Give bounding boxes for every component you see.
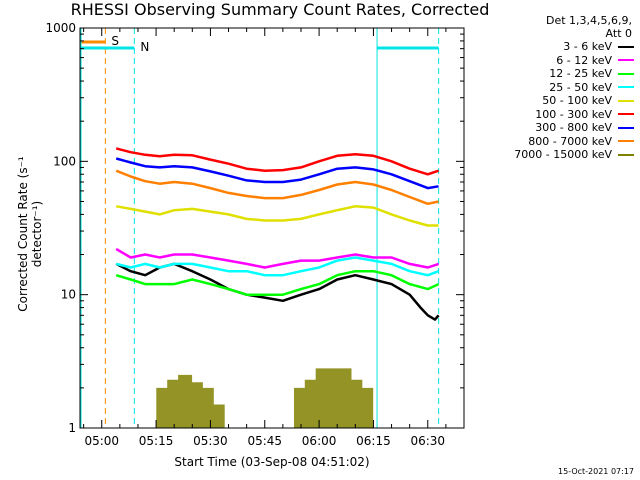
legend-entry-label: 7000 - 15000 keV	[514, 148, 612, 162]
series-line	[115, 256, 440, 277]
y-tick-label: 1000	[45, 21, 76, 35]
night-label: N	[140, 40, 149, 54]
legend-swatch	[618, 72, 634, 75]
x-axis-label: Start Time (03-Sep-08 04:51:02)	[174, 455, 370, 469]
legend-swatch	[618, 153, 634, 156]
x-tick-label: 05:00	[84, 434, 119, 448]
legend-entry: 50 - 100 keV	[478, 94, 638, 108]
legend-entry-label: 300 - 800 keV	[535, 121, 612, 135]
y-tick-label: 100	[53, 154, 76, 168]
series-line	[115, 269, 440, 296]
legend-header: Det 1,3,4,5,6,9, Att 0	[490, 14, 632, 40]
series-line	[115, 205, 439, 227]
axes: 1 10 100 1000 05:00 05:15 05:30 05:45 06:00 06:15…	[45, 21, 465, 448]
chart-title: RHESSI Observing Summary Count Rates, Co…	[70, 0, 490, 19]
series-line	[115, 169, 439, 206]
legend-entry: 7000 - 15000 keV	[478, 148, 638, 162]
x-tick-label: 05:45	[247, 434, 282, 448]
legend-entry-label: 25 - 50 keV	[549, 80, 612, 94]
y-tick-label: 1	[68, 421, 76, 435]
y-tick-label: 10	[61, 288, 76, 302]
legend-entry: 12 - 25 keV	[478, 67, 638, 81]
plot-frame	[79, 27, 465, 429]
legend-swatch	[618, 140, 634, 143]
legend-swatch	[618, 126, 634, 129]
legend-entry: 100 - 300 keV	[478, 108, 638, 122]
series-line	[115, 147, 439, 176]
series-line	[115, 157, 439, 190]
legend-swatch	[618, 113, 634, 116]
series-layer	[115, 147, 440, 428]
legend-swatch	[618, 99, 634, 102]
legend: 3 - 6 keV 6 - 12 keV 12 - 25 keV 25 - 50 ke…	[478, 40, 638, 162]
legend-entry-label: 100 - 300 keV	[535, 107, 612, 121]
legend-entry-label: 3 - 6 keV	[563, 40, 612, 54]
x-tick-label: 06:15	[356, 434, 391, 448]
legend-swatch	[618, 86, 634, 89]
legend-entry: 6 - 12 keV	[478, 54, 638, 68]
legend-entry-label: 800 - 7000 keV	[528, 134, 612, 148]
saa-label: S	[111, 34, 119, 48]
legend-entry: 3 - 6 keV	[478, 40, 638, 54]
footer-date: 15-Oct-2021 07:17	[558, 467, 634, 476]
legend-swatch	[618, 59, 634, 62]
legend-entry-label: 6 - 12 keV	[556, 53, 612, 67]
series-line	[156, 368, 374, 428]
x-tick-label: 05:30	[193, 434, 228, 448]
legend-entry: 300 - 800 keV	[478, 121, 638, 135]
legend-entry: 800 - 7000 keV	[478, 135, 638, 149]
x-tick-label: 06:00	[302, 434, 337, 448]
x-tick-label: 05:15	[139, 434, 174, 448]
y-axis-label: Corrected Count Rate (s⁻¹ detector⁻¹)	[16, 156, 44, 312]
series-line	[115, 247, 439, 269]
legend-header-line-2: Att 0	[605, 27, 632, 40]
legend-header-line-1: Det 1,3,4,5,6,9,	[545, 14, 632, 27]
legend-swatch	[618, 45, 634, 48]
x-tick-label: 06:30	[410, 434, 445, 448]
legend-entry-label: 12 - 25 keV	[549, 67, 612, 81]
series-line	[115, 262, 440, 321]
legend-entry: 25 - 50 keV	[478, 81, 638, 95]
legend-entry-label: 50 - 100 keV	[542, 94, 612, 108]
